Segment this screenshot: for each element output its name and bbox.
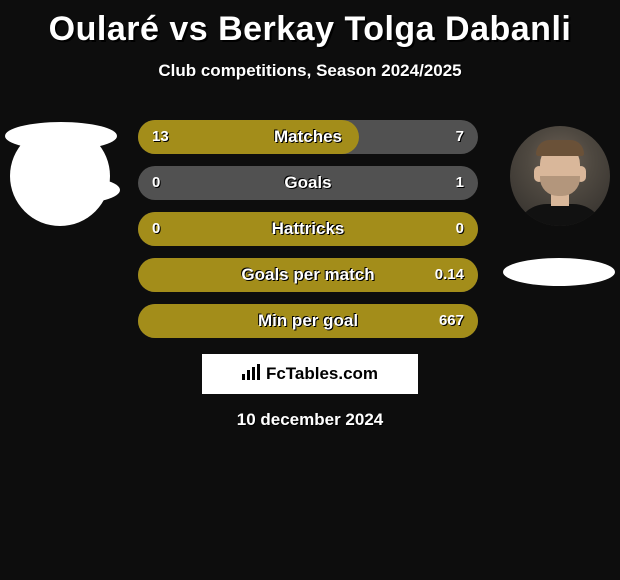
brand-bar-icon <box>242 364 260 385</box>
white-oval-decoration <box>20 176 120 204</box>
player-right-avatar <box>510 126 610 226</box>
stat-bar-left <box>138 258 478 292</box>
date-line: 10 december 2024 <box>0 410 620 430</box>
stat-value-right: 0.14 <box>435 258 464 292</box>
stat-row: Goals01 <box>138 166 478 200</box>
stat-bar-left <box>138 212 478 246</box>
stat-row: Goals per match0.14 <box>138 258 478 292</box>
stat-value-right: 7 <box>456 120 464 154</box>
stat-bar-left <box>138 304 478 338</box>
stat-value-left: 0 <box>152 166 160 200</box>
stat-value-left: 0 <box>152 212 160 246</box>
stat-row: Matches137 <box>138 120 478 154</box>
stat-value-right: 667 <box>439 304 464 338</box>
white-oval-decoration <box>503 258 615 286</box>
brand-text: FcTables.com <box>266 364 378 384</box>
stat-bar-left <box>138 120 359 154</box>
stat-row: Min per goal667 <box>138 304 478 338</box>
stat-value-left: 13 <box>152 120 169 154</box>
white-oval-decoration <box>5 122 117 150</box>
stats-area: Matches137Goals01Hattricks00Goals per ma… <box>138 120 478 350</box>
stat-value-right: 1 <box>456 166 464 200</box>
page-subtitle: Club competitions, Season 2024/2025 <box>0 61 620 81</box>
page-title: Oularé vs Berkay Tolga Dabanli <box>0 10 620 49</box>
stat-row: Hattricks00 <box>138 212 478 246</box>
stat-row-bg <box>138 166 478 200</box>
brand-box: FcTables.com <box>202 354 418 394</box>
stat-value-right: 0 <box>456 212 464 246</box>
